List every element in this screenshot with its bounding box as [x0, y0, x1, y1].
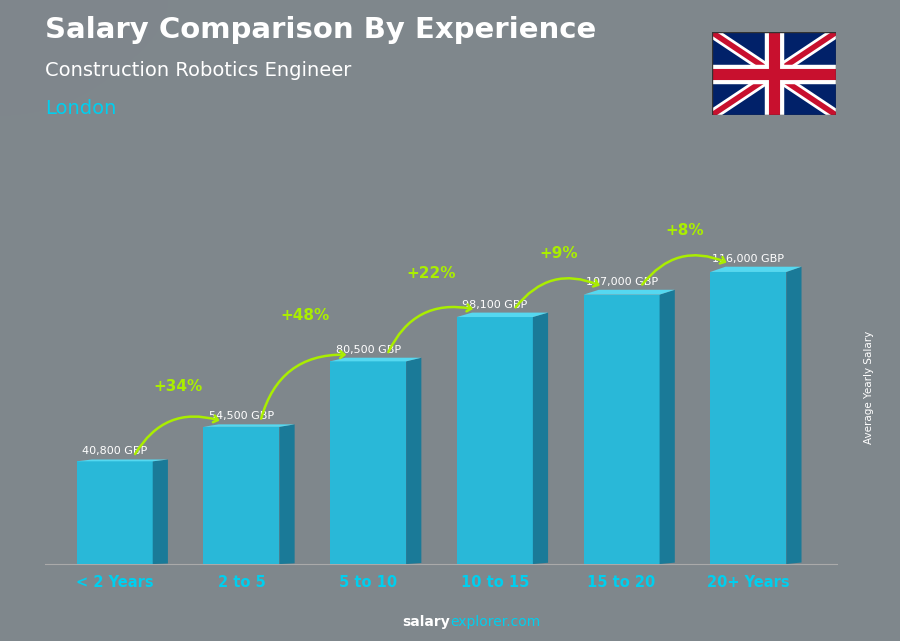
- Polygon shape: [279, 424, 294, 564]
- Text: +48%: +48%: [280, 308, 329, 322]
- Text: 80,500 GBP: 80,500 GBP: [336, 345, 400, 354]
- Text: +8%: +8%: [666, 223, 704, 238]
- Polygon shape: [710, 267, 802, 272]
- Text: +34%: +34%: [153, 379, 202, 394]
- Text: +22%: +22%: [407, 266, 456, 281]
- Bar: [330, 362, 406, 564]
- Text: Construction Robotics Engineer: Construction Robotics Engineer: [45, 61, 351, 80]
- Text: explorer.com: explorer.com: [450, 615, 540, 629]
- Text: 98,100 GBP: 98,100 GBP: [463, 299, 527, 310]
- Polygon shape: [457, 313, 548, 317]
- Bar: [76, 462, 153, 564]
- Polygon shape: [203, 424, 294, 427]
- Bar: [583, 295, 660, 564]
- Polygon shape: [153, 460, 168, 564]
- Polygon shape: [76, 460, 168, 462]
- Text: 107,000 GBP: 107,000 GBP: [586, 277, 658, 287]
- Polygon shape: [660, 290, 675, 564]
- Polygon shape: [406, 358, 421, 564]
- Text: 54,500 GBP: 54,500 GBP: [209, 412, 274, 421]
- Text: salary: salary: [402, 615, 450, 629]
- Text: London: London: [45, 99, 116, 119]
- Text: Salary Comparison By Experience: Salary Comparison By Experience: [45, 16, 596, 44]
- Polygon shape: [330, 358, 421, 362]
- Polygon shape: [583, 290, 675, 295]
- Text: 40,800 GBP: 40,800 GBP: [82, 447, 148, 456]
- Bar: [457, 317, 533, 564]
- Polygon shape: [533, 313, 548, 564]
- Text: 116,000 GBP: 116,000 GBP: [712, 254, 784, 263]
- Bar: [203, 427, 279, 564]
- Bar: [710, 272, 787, 564]
- Text: Average Yearly Salary: Average Yearly Salary: [864, 331, 874, 444]
- Polygon shape: [787, 267, 802, 564]
- Text: +9%: +9%: [539, 246, 578, 262]
